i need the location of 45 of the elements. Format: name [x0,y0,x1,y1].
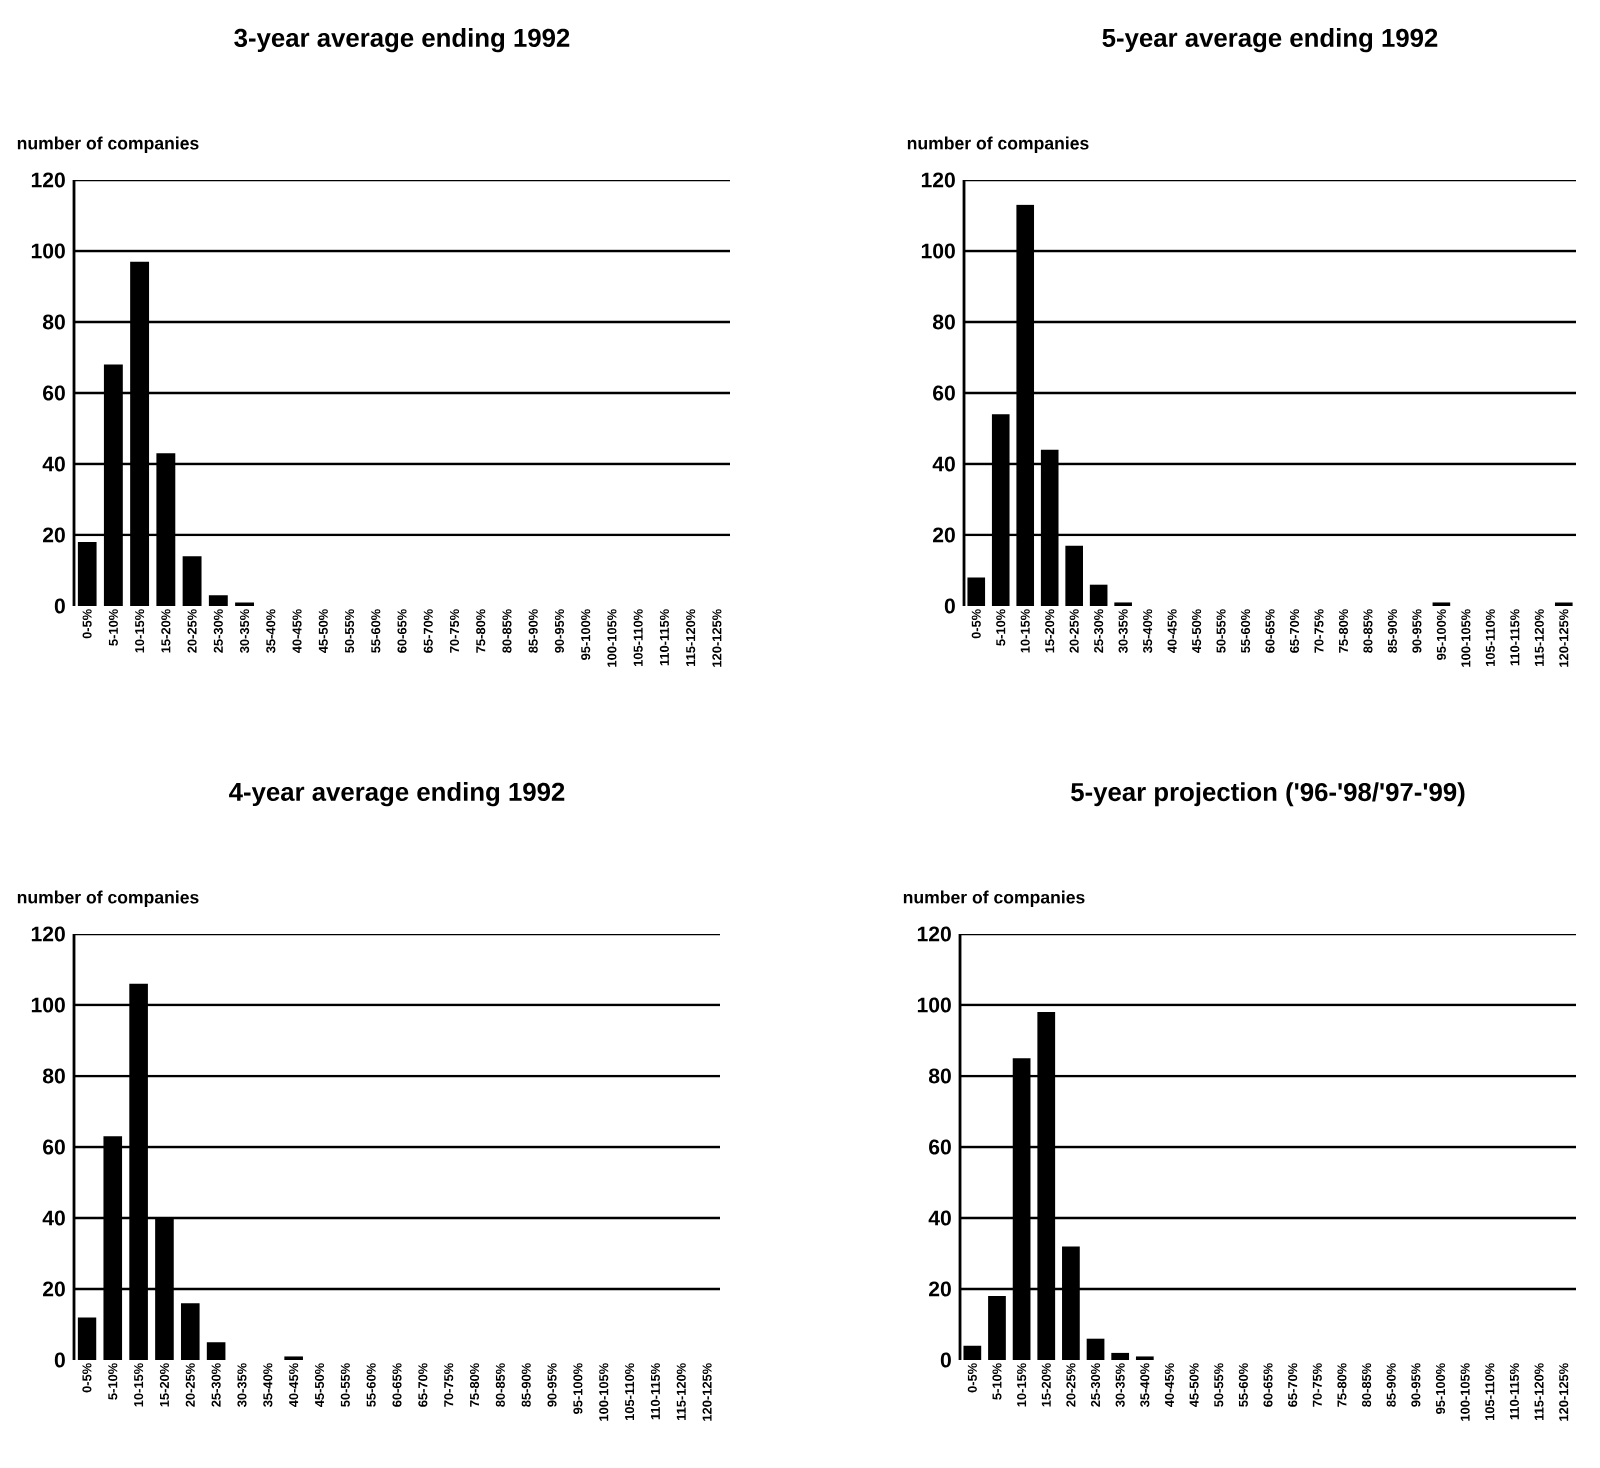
bar [180,1303,200,1360]
y-tick-label: 80 [932,314,955,330]
y-tick-label: 0 [940,1352,951,1368]
chart-title: 3-year average ending 1992 [234,28,570,53]
bar [1111,1352,1130,1360]
y-tick-label: 20 [43,1281,65,1297]
y-tick-label: 20 [933,527,955,543]
y-axis-title: number of companies [17,136,199,153]
y-tick-label: 60 [929,1139,951,1155]
y-tick-label: 40 [932,456,955,472]
y-tick-label: 120 [921,172,955,188]
y-tick-label: 80 [928,1068,951,1084]
bar [208,595,228,606]
y-axis-title: number of companies [907,136,1089,153]
chart-title: 4-year average ending 1992 [229,782,565,807]
y-tick-label: 60 [43,1139,65,1155]
y-tick-label: 40 [42,456,65,472]
y-tick-label: 20 [43,527,65,543]
y-tick-label: 100 [31,997,65,1013]
y-tick-label: 40 [42,1210,65,1226]
chart-title: 5-year average ending 1992 [1102,28,1438,53]
y-tick-label: 120 [31,172,65,188]
y-tick-label: 120 [917,926,951,942]
y-tick-label: 100 [31,243,65,259]
y-tick-label: 60 [933,385,955,401]
y-tick-label: 0 [944,598,955,614]
y-tick-label: 40 [928,1210,951,1226]
bar [182,556,202,606]
bar [1086,1338,1105,1360]
chart-title: 5-year projection ('96-'98/'97-'99) [1071,782,1465,807]
y-tick-label: 100 [917,997,951,1013]
y-tick-label: 60 [43,385,65,401]
bar [1065,545,1083,606]
y-tick-label: 100 [921,243,955,259]
y-tick-label: 120 [31,926,65,942]
y-tick-label: 20 [929,1281,951,1297]
y-tick-label: 0 [54,598,65,614]
y-tick-label: 80 [42,314,65,330]
bar [1089,584,1108,606]
y-axis-title: number of companies [17,890,199,907]
bar [206,1342,226,1360]
y-tick-label: 80 [42,1068,65,1084]
y-tick-label: 0 [54,1352,65,1368]
y-axis-title: number of companies [903,890,1085,907]
bar [988,1296,1006,1360]
